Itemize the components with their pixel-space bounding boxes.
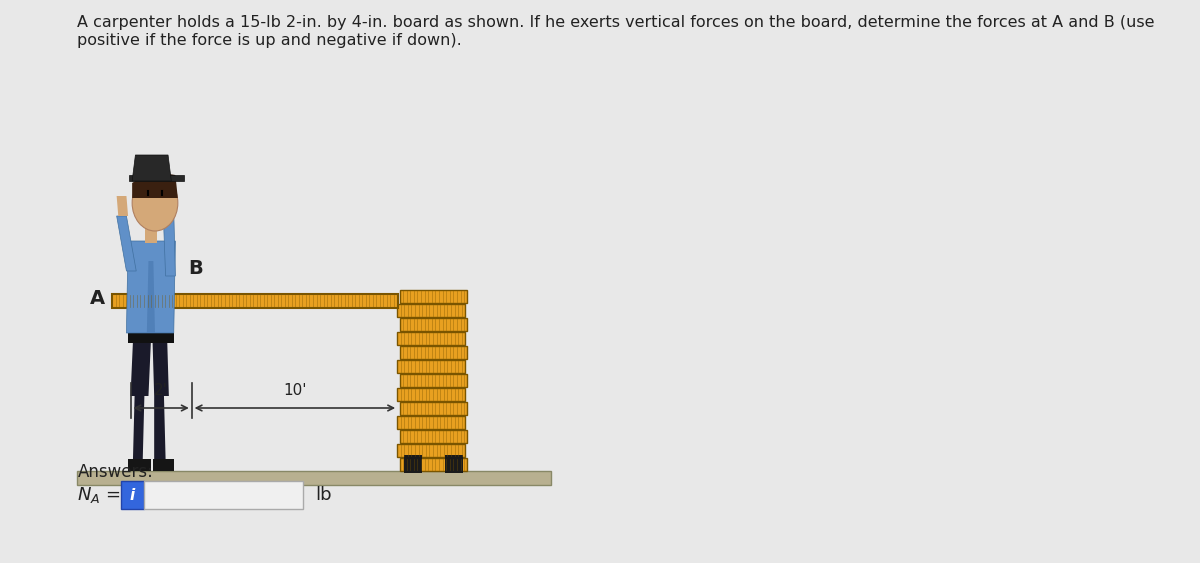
Bar <box>128 459 151 471</box>
Text: Answers:: Answers: <box>78 463 154 481</box>
Polygon shape <box>152 341 169 396</box>
Bar <box>397 416 464 429</box>
Bar <box>397 360 464 373</box>
Bar <box>400 290 468 303</box>
Bar <box>78 471 551 485</box>
Bar <box>145 223 157 243</box>
Text: $N_A$ =: $N_A$ = <box>78 485 121 505</box>
Polygon shape <box>161 193 174 211</box>
Text: i: i <box>130 488 134 503</box>
Bar <box>70 118 542 508</box>
Bar <box>400 402 468 415</box>
Polygon shape <box>131 341 151 396</box>
Bar <box>400 318 468 331</box>
Text: positive if the force is up and negative if down).: positive if the force is up and negative… <box>78 33 462 48</box>
Bar <box>400 430 468 443</box>
Text: lb: lb <box>314 486 331 504</box>
Bar <box>112 294 398 308</box>
Bar <box>144 481 302 509</box>
Circle shape <box>132 175 178 231</box>
Text: 2': 2' <box>154 383 168 398</box>
Bar <box>400 346 468 359</box>
Polygon shape <box>128 175 184 181</box>
Text: B: B <box>188 259 203 278</box>
Bar <box>445 455 463 473</box>
Polygon shape <box>163 211 175 276</box>
Bar <box>400 458 468 471</box>
Polygon shape <box>154 396 166 459</box>
Polygon shape <box>116 196 128 216</box>
Bar <box>403 455 421 473</box>
Bar <box>128 333 174 343</box>
Text: 10': 10' <box>283 383 307 398</box>
Polygon shape <box>133 396 144 459</box>
Bar <box>397 388 464 401</box>
Text: A carpenter holds a 15-lb 2-in. by 4-in. board as shown. If he exerts vertical f: A carpenter holds a 15-lb 2-in. by 4-in.… <box>78 15 1154 30</box>
Text: A: A <box>90 289 106 309</box>
Bar <box>397 332 464 345</box>
Polygon shape <box>116 216 137 271</box>
Polygon shape <box>126 241 175 333</box>
Bar <box>400 374 468 387</box>
Bar <box>121 481 144 509</box>
Polygon shape <box>146 261 155 333</box>
Bar <box>152 459 174 471</box>
Bar <box>397 304 464 317</box>
Polygon shape <box>132 155 172 181</box>
Polygon shape <box>132 171 178 198</box>
Bar <box>397 444 464 457</box>
